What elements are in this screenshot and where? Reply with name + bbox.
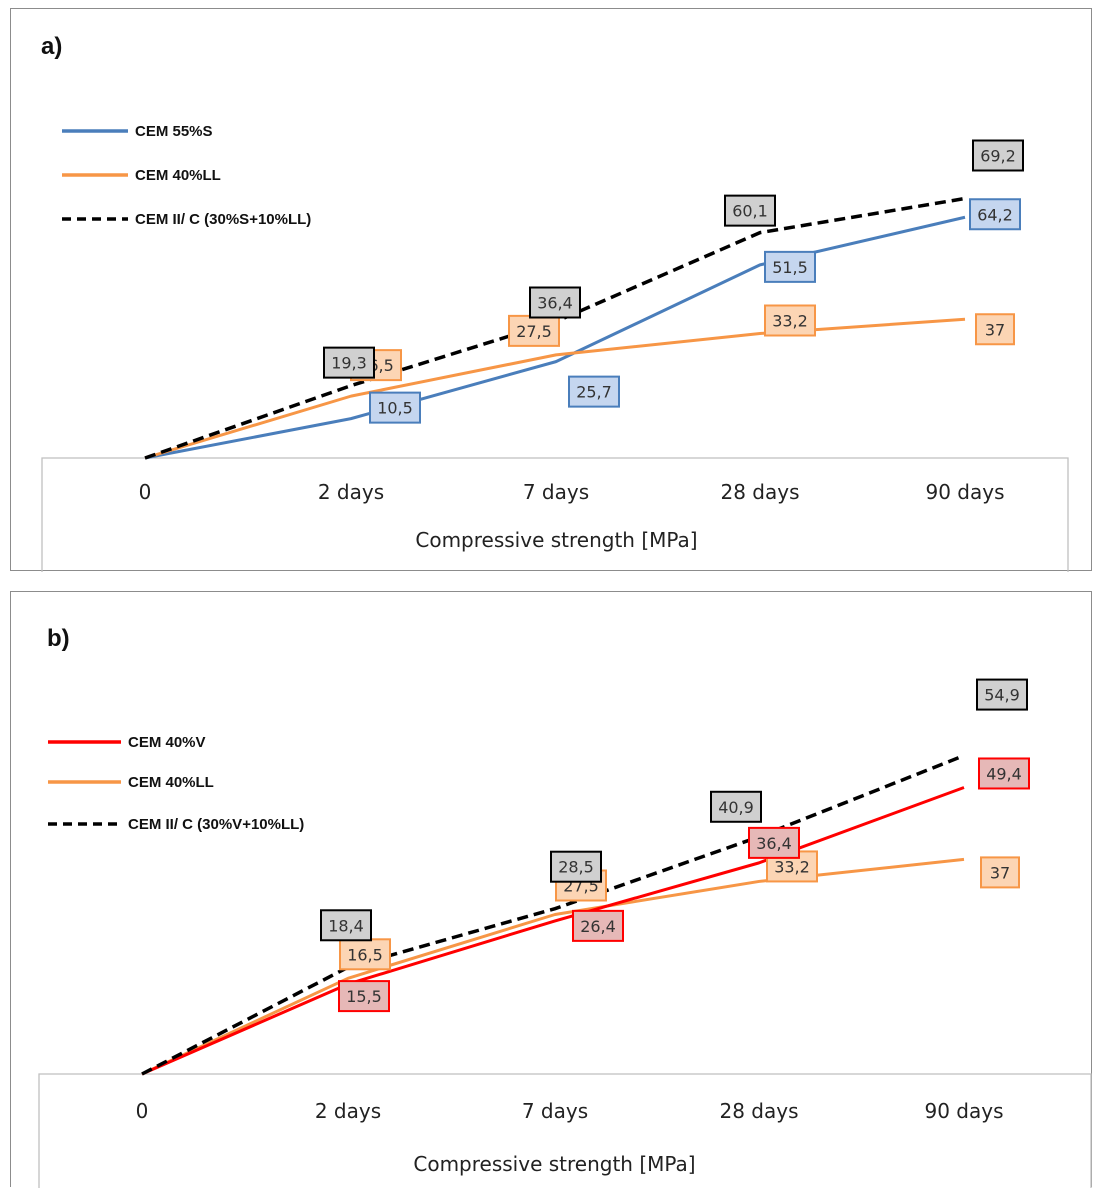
chart-b-data-label-box bbox=[980, 856, 1020, 889]
chart-b-x-tick: 7 days bbox=[522, 1099, 588, 1123]
chart-a-data-label-box bbox=[969, 198, 1021, 231]
chart-b-data-label-text: 33,2 bbox=[774, 857, 810, 876]
chart-a-data-label: 27,5 bbox=[508, 314, 560, 347]
chart-b-legend-label: CEM 40%LL bbox=[128, 774, 214, 791]
chart-a-data-label-box bbox=[975, 313, 1015, 346]
chart-a-legend-label: CEM II/ C (30%S+10%LL) bbox=[135, 211, 311, 228]
chart-a-data-label-text: 69,2 bbox=[980, 147, 1016, 166]
chart-b-series-line bbox=[141, 753, 965, 1076]
chart-b-data-label-box bbox=[710, 790, 762, 823]
chart-a-data-label: 25,7 bbox=[568, 375, 620, 408]
chart-b-data-label-box bbox=[550, 850, 602, 883]
chart-a-svg: a) 0 2 days 7 days 28 days 90 days Compressive… bbox=[41, 33, 1069, 572]
chart-a-data-label: 51,5 bbox=[764, 250, 816, 283]
chart-b-data-label-box bbox=[748, 826, 800, 859]
chart-b-data-label-box bbox=[320, 909, 372, 942]
chart-b-data-label-text: 18,4 bbox=[328, 916, 364, 935]
chart-a-data-label-box bbox=[764, 304, 816, 337]
chart-a-data-label-text: 37 bbox=[985, 320, 1005, 339]
chart-b-x-tick: 90 days bbox=[924, 1099, 1003, 1123]
chart-b-legend-label: CEM 40%V bbox=[128, 734, 206, 751]
chart-a-data-label: 64,2 bbox=[969, 198, 1021, 231]
chart-a-data-label: 60,1 bbox=[724, 194, 776, 227]
chart-b-data-label-box bbox=[976, 678, 1028, 711]
chart-a-legend-label: CEM 40%LL bbox=[135, 167, 221, 184]
chart-b-data-label: 37 bbox=[980, 856, 1020, 889]
chart-b-x-tick: 2 days bbox=[315, 1099, 381, 1123]
chart-b-data-label: 36,4 bbox=[748, 826, 800, 859]
chart-a-data-label-text: 51,5 bbox=[772, 258, 808, 277]
chart-a-data-label-text: 27,5 bbox=[516, 322, 552, 341]
chart-b-data-label-box bbox=[572, 909, 624, 942]
chart-a-x-tick: 28 days bbox=[720, 480, 799, 504]
chart-b-data-label-text: 40,9 bbox=[718, 798, 754, 817]
chart-b-series-line bbox=[141, 786, 965, 1076]
chart-a-data-label-box bbox=[529, 286, 581, 319]
chart-a-axis-box bbox=[41, 457, 1069, 572]
chart-b-data-label-text: 37 bbox=[990, 863, 1010, 882]
chart-b-data-label-text: 49,4 bbox=[986, 764, 1022, 783]
chart-b-data-labels: 16,527,533,2 3715,526,436,449,418,428,540… bbox=[320, 678, 1030, 1013]
chart-a-title: a) bbox=[41, 33, 62, 60]
chart-a-data-label: 69,2 bbox=[972, 139, 1024, 172]
chart-b-data-label: 16,5 bbox=[339, 938, 391, 971]
chart-a-data-label-text: 19,3 bbox=[331, 354, 367, 373]
chart-b-data-label: 15,5 bbox=[338, 980, 390, 1013]
chart-a-data-label-box bbox=[764, 250, 816, 283]
chart-a-series-line bbox=[144, 317, 966, 460]
chart-a-data-label: 19,3 bbox=[323, 346, 375, 379]
chart-b-legend: CEM 40%V CEM 40%LL CEM II/ C (30%V+10%LL) bbox=[48, 734, 304, 833]
chart-a-data-label-text: 10,5 bbox=[377, 399, 413, 418]
chart-b-lines bbox=[141, 753, 965, 1076]
chart-a-data-label-box bbox=[568, 375, 620, 408]
chart-panel-a: a) 0 2 days 7 days 28 days 90 days Compressive… bbox=[10, 8, 1092, 572]
chart-b-legend-label: CEM II/ C (30%V+10%LL) bbox=[128, 816, 304, 833]
chart-a-x-tick: 7 days bbox=[523, 480, 589, 504]
chart-a-data-label-box bbox=[369, 391, 421, 424]
chart-b-data-label-text: 54,9 bbox=[984, 686, 1020, 705]
chart-b-axis-box bbox=[38, 1073, 1092, 1188]
chart-a-data-label-text: 36,4 bbox=[537, 294, 573, 313]
chart-a-data-label-text: 64,2 bbox=[977, 205, 1013, 224]
chart-a-data-label-box bbox=[508, 314, 560, 347]
chart-a-data-label-text: 60,1 bbox=[732, 202, 768, 221]
chart-a-data-label: 10,5 bbox=[369, 391, 421, 424]
chart-panel-b: b) 0 2 days 7 days 28 days 90 days Compressive… bbox=[10, 591, 1092, 1188]
chart-a-legend-label: CEM 55%S bbox=[135, 123, 213, 140]
chart-b-data-label-box bbox=[978, 757, 1030, 790]
chart-b-data-label-text: 26,4 bbox=[580, 917, 616, 936]
chart-b-data-label-text: 36,4 bbox=[756, 834, 792, 853]
chart-b-svg: b) 0 2 days 7 days 28 days 90 days Compressive… bbox=[38, 625, 1092, 1188]
chart-b-data-label: 40,9 bbox=[710, 790, 762, 823]
chart-a-x-axis-label: Compressive strength [MPa] bbox=[415, 528, 697, 552]
chart-a-data-label-box bbox=[323, 346, 375, 379]
chart-b-data-label: 26,4 bbox=[572, 909, 624, 942]
chart-a-data-label: 33,2 bbox=[764, 304, 816, 337]
chart-b-series-line bbox=[141, 857, 965, 1076]
chart-b-data-label: 18,4 bbox=[320, 909, 372, 942]
chart-a-legend: CEM 55%S CEM 40%LL CEM II/ C (30%S+10%LL) bbox=[62, 123, 311, 228]
chart-b-data-label: 54,9 bbox=[976, 678, 1028, 711]
chart-b-x-tick: 28 days bbox=[719, 1099, 798, 1123]
chart-b-data-label-text: 16,5 bbox=[347, 945, 383, 964]
chart-a-series-line bbox=[144, 215, 966, 460]
chart-b-x-axis-label: Compressive strength [MPa] bbox=[413, 1152, 695, 1176]
chart-b-x-tick: 0 bbox=[136, 1099, 149, 1123]
chart-b-data-label: 49,4 bbox=[978, 757, 1030, 790]
chart-a-data-labels: 10,525,751,564,216,527,533,2 3719,336,460… bbox=[323, 139, 1024, 424]
chart-a-data-label: 37 bbox=[975, 313, 1015, 346]
chart-a-data-label-text: 33,2 bbox=[772, 312, 808, 331]
chart-b-data-label-text: 15,5 bbox=[346, 987, 382, 1006]
chart-b-data-label: 28,5 bbox=[550, 850, 602, 883]
chart-a-x-tick: 2 days bbox=[318, 480, 384, 504]
chart-b-data-label-box bbox=[338, 980, 390, 1013]
chart-a-x-tick: 90 days bbox=[925, 480, 1004, 504]
chart-b-data-label-text: 28,5 bbox=[558, 858, 594, 877]
chart-a-x-tick: 0 bbox=[139, 480, 152, 504]
chart-b-title: b) bbox=[47, 625, 70, 652]
chart-a-data-label: 36,4 bbox=[529, 286, 581, 319]
chart-a-data-label-box bbox=[724, 194, 776, 227]
chart-a-data-label-box bbox=[972, 139, 1024, 172]
chart-a-data-label-text: 25,7 bbox=[576, 383, 612, 402]
